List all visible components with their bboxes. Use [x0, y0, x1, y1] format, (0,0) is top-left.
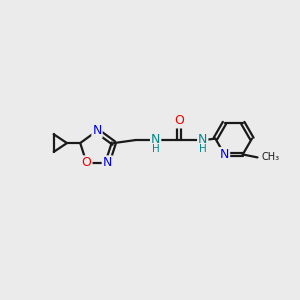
Text: N: N — [151, 133, 160, 146]
Text: N: N — [103, 156, 112, 169]
Text: N: N — [198, 133, 207, 146]
Text: O: O — [174, 115, 184, 128]
Text: H: H — [199, 144, 207, 154]
Text: O: O — [82, 156, 92, 169]
Text: H: H — [152, 144, 160, 154]
Text: N: N — [92, 124, 102, 137]
Text: CH₃: CH₃ — [262, 152, 280, 162]
Text: N: N — [220, 148, 229, 161]
